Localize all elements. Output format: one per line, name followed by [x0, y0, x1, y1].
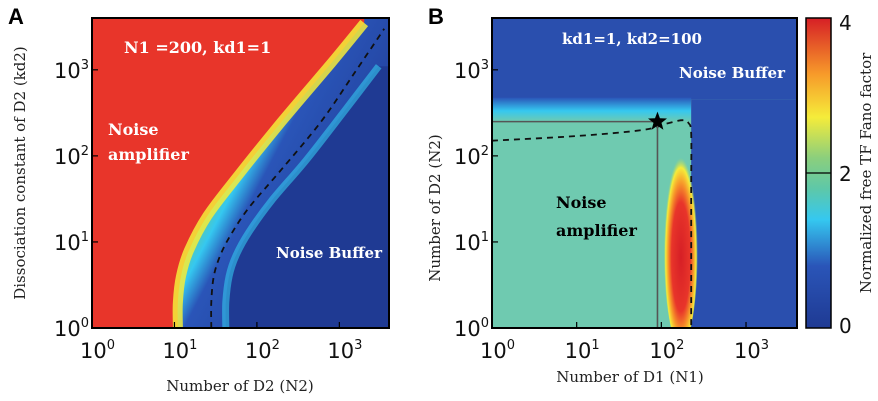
panel-a-ytick-label-0: 100 [54, 316, 89, 341]
panel-b-ytick-label-2: 102 [454, 144, 489, 169]
panel-a-frame [91, 17, 390, 329]
panel-a-ticks: 100 101 102 103 100 101 102 103 [54, 58, 362, 363]
panel-a-amplifier-region [92, 18, 365, 328]
panel-b-ytick-label-0: 100 [454, 316, 489, 341]
colorbar: 4 2 0 Normalized free TF Fano factor [805, 11, 875, 338]
panel-a-amplifier-label-2: amplifier [108, 145, 189, 164]
panel-b-xtick-label-0: 100 [480, 338, 515, 363]
panel-b-transition-band [492, 97, 692, 122]
colorbar-label: Normalized free TF Fano factor [857, 52, 875, 293]
panel-a-ytick-label-2: 102 [54, 144, 89, 169]
panel-b-xtick-label-3: 103 [734, 338, 769, 363]
colorbar-tick-min: 0 [839, 314, 852, 338]
panel-b-ticks: 100 101 102 103 100 101 102 103 [454, 58, 769, 363]
panel-b-amplifier-label-1: Noise [556, 193, 607, 212]
panel-b-xlabel: Number of D1 (N1) [556, 368, 704, 386]
panel-a-ytick-label-1: 101 [54, 230, 89, 255]
panel-a-amplifier-label-1: Noise [108, 120, 159, 139]
panel-b-ytick-label-3: 103 [454, 58, 489, 83]
colorbar-tick-max: 4 [839, 11, 852, 35]
panel-b-ylabel: Number of D2 (N2) [426, 134, 444, 282]
panel-a-params-label: N1 =200, kd1=1 [124, 38, 271, 57]
panel-b-amplifier-label-2: amplifier [556, 221, 637, 240]
panel-b-xtick-label-2: 102 [649, 338, 684, 363]
panel-b-ytick-label-1: 101 [454, 230, 489, 255]
panel-a-ytick-label-3: 103 [54, 58, 89, 83]
panel-a-xtick-label-2: 102 [245, 338, 280, 363]
panel-a-buffer-label: Noise Buffer [276, 244, 383, 262]
panel-b-xtick-label-1: 101 [565, 338, 600, 363]
panel-a-buffer-region [225, 66, 389, 328]
panel-a-buffer-edge [222, 64, 382, 328]
panel-letter-a: A [8, 4, 24, 29]
panel-letter-b: B [428, 4, 444, 29]
panel-b-frame [491, 17, 798, 329]
panel-b-hotspot [663, 147, 698, 328]
panel-a-amplifier-edge [172, 19, 369, 328]
panel-b-params-label: kd1=1, kd2=100 [562, 30, 702, 48]
panel-a-dashed-contour [210, 28, 385, 328]
panel-a-ylabel: Dissociation constant of D2 (kd2) [11, 46, 29, 300]
panel-a-xtick-label-3: 103 [327, 338, 362, 363]
panel-b-star-marker [648, 111, 667, 130]
colorbar-tick-mid: 2 [839, 162, 852, 186]
panel-b-buffer-label: Noise Buffer [679, 64, 786, 82]
panel-a-xlabel: Number of D2 (N2) [166, 377, 314, 395]
panel-a-xtick-label-1: 101 [162, 338, 197, 363]
panel-b-right-buffer-region [691, 99, 797, 328]
panel-a-xtick-label-0: 100 [80, 338, 115, 363]
panel-b-buffer-region [492, 18, 797, 100]
